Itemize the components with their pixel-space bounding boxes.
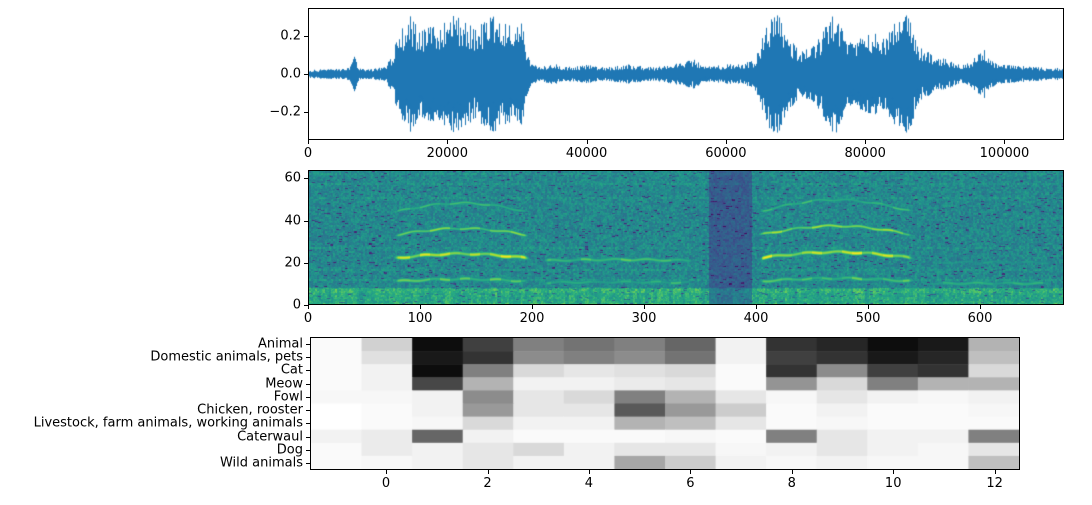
x-tick-label: 200 bbox=[519, 311, 545, 326]
y-tick-mark bbox=[304, 262, 308, 264]
class-tick-mark bbox=[306, 436, 310, 438]
class-tick-mark bbox=[306, 450, 310, 452]
x-tick-mark bbox=[980, 305, 981, 309]
class-label: Meow bbox=[265, 376, 303, 392]
x-tick-mark bbox=[386, 470, 388, 474]
x-tick-mark bbox=[588, 470, 590, 474]
class-tick-mark bbox=[306, 370, 310, 372]
x-tick-mark bbox=[420, 305, 421, 309]
x-tick-mark bbox=[791, 470, 793, 474]
waveform-plot bbox=[308, 8, 1064, 140]
y-tick-mark bbox=[304, 36, 308, 38]
x-tick-mark bbox=[725, 140, 727, 144]
x-tick-label: 10 bbox=[884, 476, 902, 491]
x-tick-mark bbox=[308, 305, 309, 309]
class-label: Cat bbox=[280, 362, 303, 378]
x-tick-label: 40000 bbox=[565, 146, 608, 161]
x-tick-label: 300 bbox=[631, 311, 657, 326]
x-tick-mark bbox=[893, 470, 895, 474]
x-tick-mark bbox=[865, 140, 867, 144]
class-label: Domestic animals, pets bbox=[150, 349, 303, 365]
y-tick-label: 0.2 bbox=[280, 28, 301, 44]
x-tick-mark bbox=[644, 305, 645, 309]
y-tick-label: −0.2 bbox=[269, 104, 301, 120]
x-tick-label: 8 bbox=[787, 476, 796, 491]
x-tick-mark bbox=[586, 140, 588, 144]
x-tick-label: 20000 bbox=[426, 146, 468, 161]
x-tick-label: 12 bbox=[986, 476, 1003, 491]
x-tick-label: 80000 bbox=[844, 146, 886, 161]
x-tick-label: 600 bbox=[967, 311, 993, 326]
spectrogram-canvas bbox=[309, 171, 1063, 304]
y-tick-label: 0 bbox=[292, 297, 301, 313]
y-tick-label: 0.0 bbox=[280, 66, 301, 82]
class-label: Dog bbox=[276, 442, 303, 458]
x-tick-label: 0 bbox=[381, 476, 391, 491]
class-label: Wild animals bbox=[219, 455, 303, 471]
x-tick-label: 2 bbox=[483, 476, 492, 491]
class-tick-mark bbox=[306, 410, 310, 412]
class-tick-mark bbox=[306, 396, 310, 398]
y-tick-mark bbox=[304, 305, 308, 306]
x-tick-mark bbox=[994, 470, 996, 474]
class-tick-mark bbox=[306, 383, 310, 385]
y-tick-mark bbox=[304, 178, 308, 180]
y-tick-label: 20 bbox=[284, 255, 301, 271]
class-tick-mark bbox=[306, 343, 310, 345]
x-tick-label: 6 bbox=[686, 476, 695, 491]
x-tick-mark bbox=[308, 140, 309, 144]
class-tick-mark bbox=[306, 463, 310, 465]
class-label: Chicken, rooster bbox=[197, 402, 303, 418]
class-label: Caterwaul bbox=[237, 429, 303, 445]
class-scores-heatmap bbox=[310, 337, 1020, 470]
class-label: Livestock, farm animals, working animals bbox=[33, 415, 303, 431]
y-tick-label: 60 bbox=[284, 170, 301, 186]
y-tick-label: 40 bbox=[284, 213, 301, 229]
class-scores-canvas bbox=[311, 338, 1019, 469]
class-label: Fowl bbox=[273, 389, 303, 405]
x-tick-mark bbox=[1004, 140, 1006, 144]
spectrogram-plot bbox=[308, 170, 1064, 305]
x-tick-mark bbox=[487, 470, 489, 474]
x-tick-label: 400 bbox=[743, 311, 769, 326]
class-label: Animal bbox=[258, 336, 303, 352]
x-tick-mark bbox=[447, 140, 449, 144]
x-tick-label: 0 bbox=[303, 146, 313, 161]
x-tick-label: 60000 bbox=[705, 146, 747, 161]
class-tick-mark bbox=[306, 423, 310, 425]
x-tick-label: 500 bbox=[855, 311, 881, 326]
class-tick-mark bbox=[306, 356, 310, 358]
x-tick-mark bbox=[756, 305, 757, 309]
x-tick-label: 100 bbox=[407, 311, 433, 326]
x-tick-label: 100000 bbox=[979, 146, 1030, 161]
x-tick-label: 4 bbox=[584, 476, 594, 491]
y-tick-mark bbox=[304, 74, 308, 75]
waveform-canvas bbox=[309, 9, 1063, 139]
y-tick-mark bbox=[304, 111, 308, 113]
x-tick-mark bbox=[868, 305, 869, 309]
x-tick-label: 0 bbox=[303, 311, 313, 326]
y-tick-mark bbox=[304, 220, 308, 222]
x-tick-mark bbox=[690, 470, 692, 474]
x-tick-mark bbox=[532, 305, 533, 309]
